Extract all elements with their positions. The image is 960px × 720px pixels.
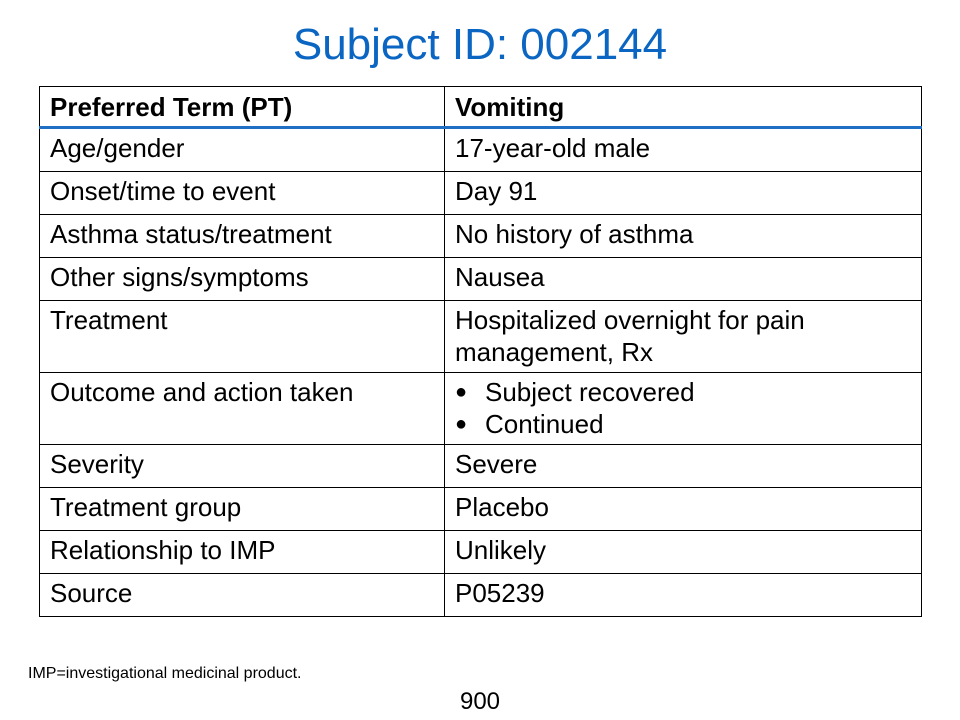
outcome-item-text: Continued (485, 409, 604, 439)
row-label-source: Source (39, 573, 445, 617)
table-row: Relationship to IMP Unlikely (39, 530, 922, 574)
list-item: ● Continued (455, 408, 912, 440)
row-label-asthma-status: Asthma status/treatment (39, 214, 445, 258)
case-summary-table: Preferred Term (PT) Vomiting Age/gender … (39, 86, 922, 617)
row-label-treatment: Treatment (39, 300, 445, 373)
row-label-age-gender: Age/gender (39, 127, 445, 172)
row-label-onset: Onset/time to event (39, 171, 445, 215)
row-value-other-signs: Nausea (444, 257, 922, 301)
row-value-severity: Severe (444, 444, 922, 488)
table-row: Outcome and action taken ● Subject recov… (39, 372, 922, 445)
row-value-onset: Day 91 (444, 171, 922, 215)
header-label-cell: Preferred Term (PT) (39, 86, 445, 129)
table-row: Treatment group Placebo (39, 487, 922, 531)
table-row: Severity Severe (39, 444, 922, 488)
row-label-outcome: Outcome and action taken (39, 372, 445, 445)
bullet-icon: ● (455, 381, 468, 403)
table-row: Source P05239 (39, 573, 922, 617)
table-row: Asthma status/treatment No history of as… (39, 214, 922, 258)
header-value-cell: Vomiting (444, 86, 922, 129)
row-value-age-gender: 17-year-old male (444, 127, 922, 172)
table-row: Other signs/symptoms Nausea (39, 257, 922, 301)
table-row: Onset/time to event Day 91 (39, 171, 922, 215)
row-label-other-signs: Other signs/symptoms (39, 257, 445, 301)
row-label-treatment-group: Treatment group (39, 487, 445, 531)
row-label-relationship: Relationship to IMP (39, 530, 445, 574)
row-value-asthma-status: No history of asthma (444, 214, 922, 258)
row-value-treatment-group: Placebo (444, 487, 922, 531)
footnote: IMP=investigational medicinal product. (28, 665, 302, 682)
bullet-icon: ● (455, 413, 468, 435)
table-header-row: Preferred Term (PT) Vomiting (39, 86, 922, 129)
row-value-relationship: Unlikely (444, 530, 922, 574)
row-value-treatment: Hospitalized overnight for pain manageme… (444, 300, 922, 373)
table-row: Treatment Hospitalized overnight for pai… (39, 300, 922, 373)
page-title: Subject ID: 002144 (292, 20, 668, 69)
page-number: 900 (459, 688, 501, 715)
table-row: Age/gender 17-year-old male (39, 127, 922, 172)
row-value-source: P05239 (444, 573, 922, 617)
outcome-bullet-list: ● Subject recovered ● Continued (455, 376, 912, 440)
outcome-item-text: Subject recovered (485, 377, 695, 407)
list-item: ● Subject recovered (455, 376, 912, 408)
row-label-severity: Severity (39, 444, 445, 488)
row-value-outcome: ● Subject recovered ● Continued (444, 372, 922, 445)
